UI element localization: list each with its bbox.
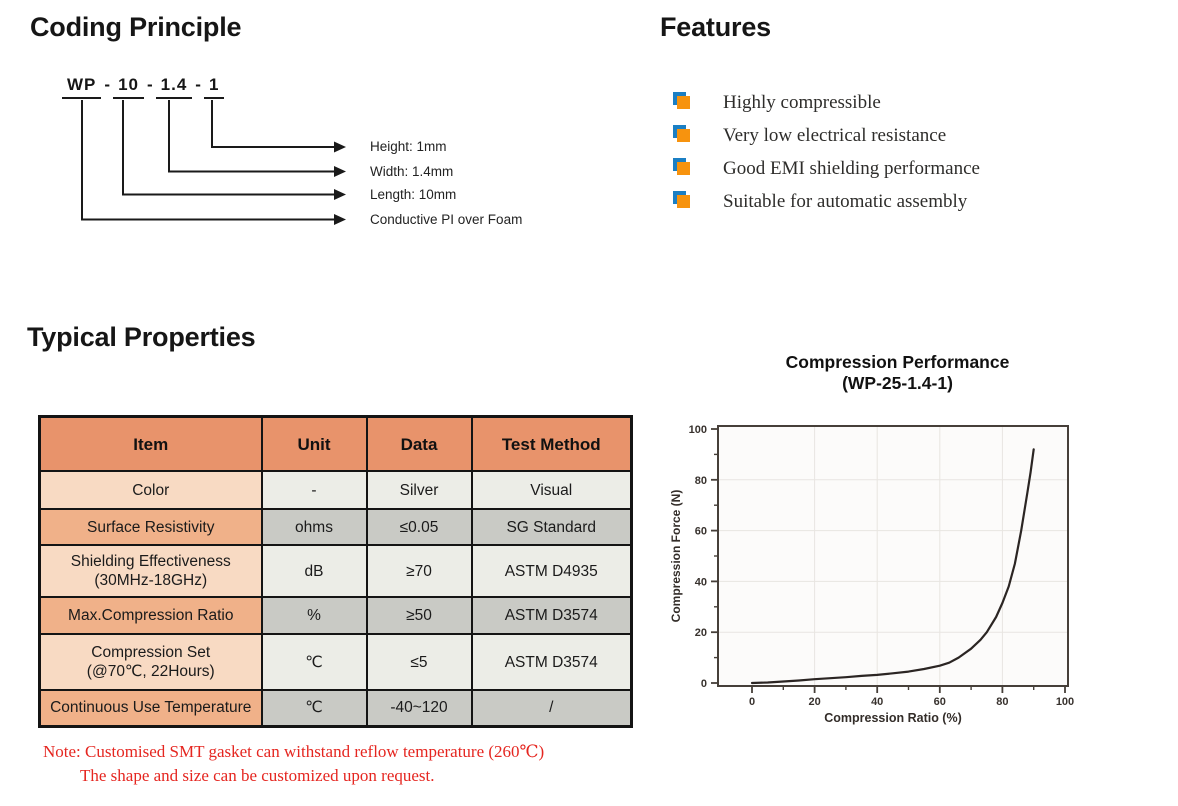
feature-bullet-icon — [677, 195, 690, 208]
unit-cell: ℃ — [260, 633, 368, 691]
feature-bullet-icon — [677, 96, 690, 109]
feature-label: Very low electrical resistance — [723, 124, 947, 146]
features-list: Highly compressible Very low electrical r… — [660, 86, 1140, 218]
item-cell-line: Color — [132, 481, 170, 499]
chart-subtitle-line: (WP-25-1.4-1) — [842, 373, 953, 393]
item-cell: Continuous Use Temperature — [38, 689, 263, 727]
method-cell: ASTM D3574 — [470, 596, 633, 635]
note-line-1: Note: Customised SMT gasket can withstan… — [43, 742, 545, 761]
coding-label: Height: 1mm — [370, 139, 447, 154]
item-cell-line: Shielding Effectiveness — [70, 553, 231, 570]
x-tick-label: 0 — [749, 696, 755, 708]
x-tick-label: 20 — [808, 696, 820, 708]
data-cell: Silver — [365, 470, 473, 510]
properties-table: Item Unit Data Test Method Color - Silver Visu… — [38, 415, 633, 728]
table-header-cell: Unit — [260, 415, 368, 472]
method-cell: SG Standard — [470, 508, 633, 546]
code-segment-1: 1 — [203, 75, 225, 99]
x-axis-title: Compression Ratio (%) — [824, 711, 962, 725]
coding-label: Width: 1.4mm — [370, 164, 454, 179]
feature-label: Highly compressible — [723, 91, 881, 113]
data-cell: ≥50 — [365, 596, 473, 635]
feature-item: Suitable for automatic assembly — [660, 185, 1140, 218]
code-separator: - — [146, 75, 153, 94]
item-cell-line: Max.Compression Ratio — [68, 607, 234, 624]
unit-cell: % — [260, 596, 368, 635]
note-line-2: The shape and size can be customized upo… — [80, 766, 435, 785]
item-cell-line: (30MHz-18GHz) — [94, 572, 208, 589]
item-cell: Compression Set (@70℃, 22Hours) — [38, 633, 263, 691]
coding-label: Length: 10mm — [370, 187, 457, 202]
table-row: Color - Silver Visual — [38, 470, 633, 510]
feature-label: Good EMI shielding performance — [723, 157, 980, 179]
plot-frame — [717, 425, 1069, 687]
item-cell-line: (@70℃, 22Hours) — [86, 663, 215, 680]
method-cell: / — [470, 689, 633, 727]
arrowheads — [334, 141, 346, 225]
chart-title: Compression Performance (WP-25-1.4-1) — [705, 352, 1090, 394]
coding-tree-lines — [81, 100, 346, 225]
table-row: Max.Compression Ratio% ≥50 ASTM D3574 — [38, 596, 633, 635]
plot-background — [718, 426, 1068, 686]
item-cell: Shielding Effectiveness (30MHz-18GHz) — [38, 544, 263, 598]
code-segment-WP: WP — [62, 75, 102, 99]
item-cell: Color — [38, 470, 263, 510]
data-cell: ≤5 — [365, 633, 473, 691]
y-tick-label: 0 — [701, 678, 707, 690]
coding-label: Conductive PI over Foam — [370, 212, 523, 227]
data-cell: ≤0.05 — [365, 508, 473, 546]
feature-item: Highly compressible — [660, 86, 1140, 119]
unit-cell: ohms — [260, 508, 368, 546]
feature-label: Suitable for automatic assembly — [723, 190, 968, 212]
item-cell: Surface Resistivity — [38, 508, 263, 546]
code-segment-10: 10 — [113, 75, 144, 99]
y-tick-label: 100 — [689, 424, 707, 436]
feature-bullet-icon — [677, 129, 690, 142]
table-header-cell: Data — [365, 415, 473, 472]
item-cell-line: Continuous Use Temperature — [50, 699, 252, 717]
item-cell-line: Surface Resistivity — [87, 518, 215, 536]
table-row: Compression Set (@70℃, 22Hours) ℃ ≤5 ASTM D3… — [38, 633, 633, 691]
code-segment-1.4: 1.4 — [155, 75, 193, 99]
table-header-row: Item Unit Data Test Method — [38, 415, 633, 472]
y-axis-title: Compression Force (N) — [669, 490, 683, 623]
method-cell: ASTM D3574 — [470, 633, 633, 691]
table-row: Shielding Effectiveness (30MHz-18GHz) dB ≥7… — [38, 544, 633, 598]
feature-bullet-icon — [677, 162, 690, 175]
code-separator: - — [195, 75, 201, 94]
item-cell: Max.Compression Ratio — [38, 596, 263, 635]
data-cell: ≥70 — [365, 544, 473, 598]
unit-cell: ℃ — [260, 689, 368, 727]
x-tick-label: 60 — [934, 696, 946, 708]
y-tick-label: 40 — [695, 576, 707, 588]
table-header-cell: Test Method — [470, 415, 633, 472]
feature-item: Very low electrical resistance — [660, 119, 1140, 152]
note: Note: Customised SMT gasket can withstan… — [43, 740, 544, 788]
code-separator: - — [104, 75, 111, 94]
table-row: Surface Resistivity ohms ≤0.05 SG Standard — [38, 508, 633, 546]
feature-item: Good EMI shielding performance — [660, 152, 1140, 185]
series-line — [750, 448, 1035, 685]
table-row: Continuous Use Temperature ℃ -40~120/ — [38, 689, 633, 727]
table-header-cell: Item — [38, 415, 263, 472]
unit-cell: dB — [260, 544, 368, 598]
x-tick-label: 100 — [1056, 696, 1074, 708]
coding-principle-title: Coding Principle — [30, 12, 242, 42]
method-cell: ASTM D4935 — [470, 544, 633, 598]
features-title: Features — [660, 12, 771, 42]
unit-cell: - — [260, 470, 368, 510]
data-cell: -40~120 — [365, 689, 473, 727]
typical-properties-title: Typical Properties — [27, 322, 256, 352]
x-tick-label: 40 — [871, 696, 883, 708]
y-tick-label: 80 — [695, 475, 707, 487]
chart-title-line: Compression Performance — [785, 352, 1010, 372]
item-cell-line: Compression Set — [91, 644, 211, 661]
method-cell: Visual — [470, 470, 633, 510]
compression-chart: 0 20 40 60 80 100 0 20 40 60 80 100 Compression Rati… — [669, 424, 1074, 725]
coding-code: WP -10-1.4-1 — [62, 75, 225, 99]
y-tick-label: 60 — [695, 526, 707, 538]
y-tick-label: 20 — [695, 627, 707, 639]
x-tick-label: 80 — [996, 696, 1008, 708]
